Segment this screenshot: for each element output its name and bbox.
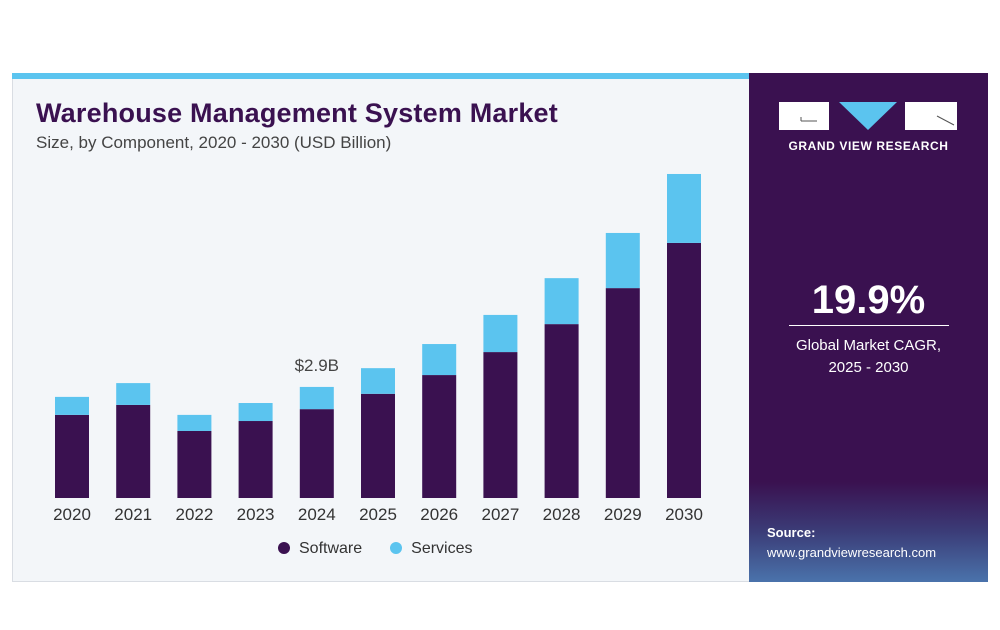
bar-services-2024 xyxy=(299,386,334,410)
bar-services-2021 xyxy=(116,383,151,405)
x-tick-label: 2029 xyxy=(604,505,642,524)
legend-label: Software xyxy=(299,540,363,557)
bar-software-2022 xyxy=(177,430,212,498)
brand-name: GRAND VIEW RESEARCH xyxy=(788,139,949,153)
cagr-label: Global Market CAGR, 2025 - 2030 xyxy=(749,335,988,379)
legend-item-services: Services xyxy=(390,540,473,558)
legend-label: Services xyxy=(411,540,473,557)
services-swatch xyxy=(390,542,403,554)
bar-services-2026 xyxy=(422,344,457,376)
bar-services-2028 xyxy=(544,278,579,325)
bar-services-2027 xyxy=(483,314,518,353)
accent-stripe xyxy=(12,73,749,79)
bar-software-2021 xyxy=(116,404,151,498)
chart-subtitle: Size, by Component, 2020 - 2030 (USD Bil… xyxy=(36,133,392,152)
cagr-value: 19.9% xyxy=(811,278,926,322)
x-tick-label: 2025 xyxy=(359,505,397,524)
x-tick-label: 2030 xyxy=(665,505,703,524)
bar-services-2030 xyxy=(667,173,701,243)
bar-software-2027 xyxy=(483,352,518,498)
x-tick-label: 2026 xyxy=(420,505,458,524)
bar-services-2025 xyxy=(361,368,395,394)
bar-services-2020 xyxy=(55,396,89,415)
bar-software-2023 xyxy=(238,421,273,498)
bar-software-2020 xyxy=(55,414,89,498)
x-tick-label: 2020 xyxy=(53,505,91,524)
info-panel: GRAND VIEW RESEARCH 19.9% Global Market … xyxy=(749,73,988,582)
bar-software-2026 xyxy=(422,375,457,498)
x-tick-label: 2023 xyxy=(237,505,275,524)
x-tick-label: 2028 xyxy=(543,505,581,524)
x-tick-label: 2027 xyxy=(481,505,519,524)
cagr-label-line-2: 2025 - 2030 xyxy=(828,359,909,376)
legend-item-software: Software xyxy=(278,540,362,558)
chart-title: Warehouse Management System Market xyxy=(36,98,558,128)
cagr-label-line-1: Global Market CAGR, xyxy=(795,337,942,354)
divider xyxy=(789,325,949,326)
bar-services-2029 xyxy=(605,232,640,289)
grid-background xyxy=(749,482,988,582)
legend: Software Services xyxy=(278,540,473,558)
x-tick-label: 2024 xyxy=(298,505,336,524)
x-tick-label: 2021 xyxy=(114,505,152,524)
bar-services-2023 xyxy=(238,403,273,422)
source-url[interactable]: www.grandviewresearch.com xyxy=(767,545,937,560)
bar-software-2025 xyxy=(361,393,395,498)
source-label: Source: xyxy=(767,525,816,540)
software-swatch xyxy=(278,542,290,554)
bar-software-2028 xyxy=(544,324,579,498)
bar-services-2022 xyxy=(177,414,212,431)
bar-software-2030 xyxy=(667,242,701,498)
bar-software-2024 xyxy=(299,409,334,498)
bar-software-2029 xyxy=(605,288,640,498)
plot-area: 2020 2021 2022 2023 2024 $2.9B 2025 2026 2027 202… xyxy=(53,173,703,524)
grand-view-research-logo xyxy=(779,102,957,130)
x-tick-label: 2022 xyxy=(175,505,213,524)
data-label: $2.9B xyxy=(295,356,339,375)
